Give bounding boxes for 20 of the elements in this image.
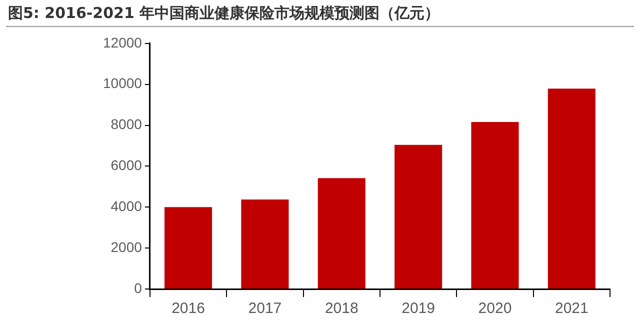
x-tick-label: 2016 xyxy=(172,300,205,318)
y-tick-label: 12000 xyxy=(102,34,142,50)
x-tick-label: 2019 xyxy=(402,300,435,318)
bar xyxy=(164,207,212,288)
bar xyxy=(394,144,442,288)
x-tick-label: 2021 xyxy=(554,300,588,318)
y-tick-label: 8000 xyxy=(110,116,142,132)
y-tick-label: 0 xyxy=(134,280,142,296)
x-tick-label: 2017 xyxy=(248,300,282,318)
x-tick-label: 2020 xyxy=(478,300,512,318)
y-tick-label: 10000 xyxy=(102,75,142,92)
y-tick-label: 2000 xyxy=(110,238,142,255)
bar xyxy=(241,200,289,288)
bar xyxy=(318,178,366,288)
y-tick-label: 6000 xyxy=(110,157,142,174)
x-tick-label: 2018 xyxy=(324,300,358,318)
bar xyxy=(548,88,596,288)
bar xyxy=(471,122,519,288)
y-tick-label: 4000 xyxy=(110,198,142,214)
chart-title: 图5: 2016-2021 年中国商业健康保险市场规模预测图（亿元） xyxy=(8,4,440,23)
